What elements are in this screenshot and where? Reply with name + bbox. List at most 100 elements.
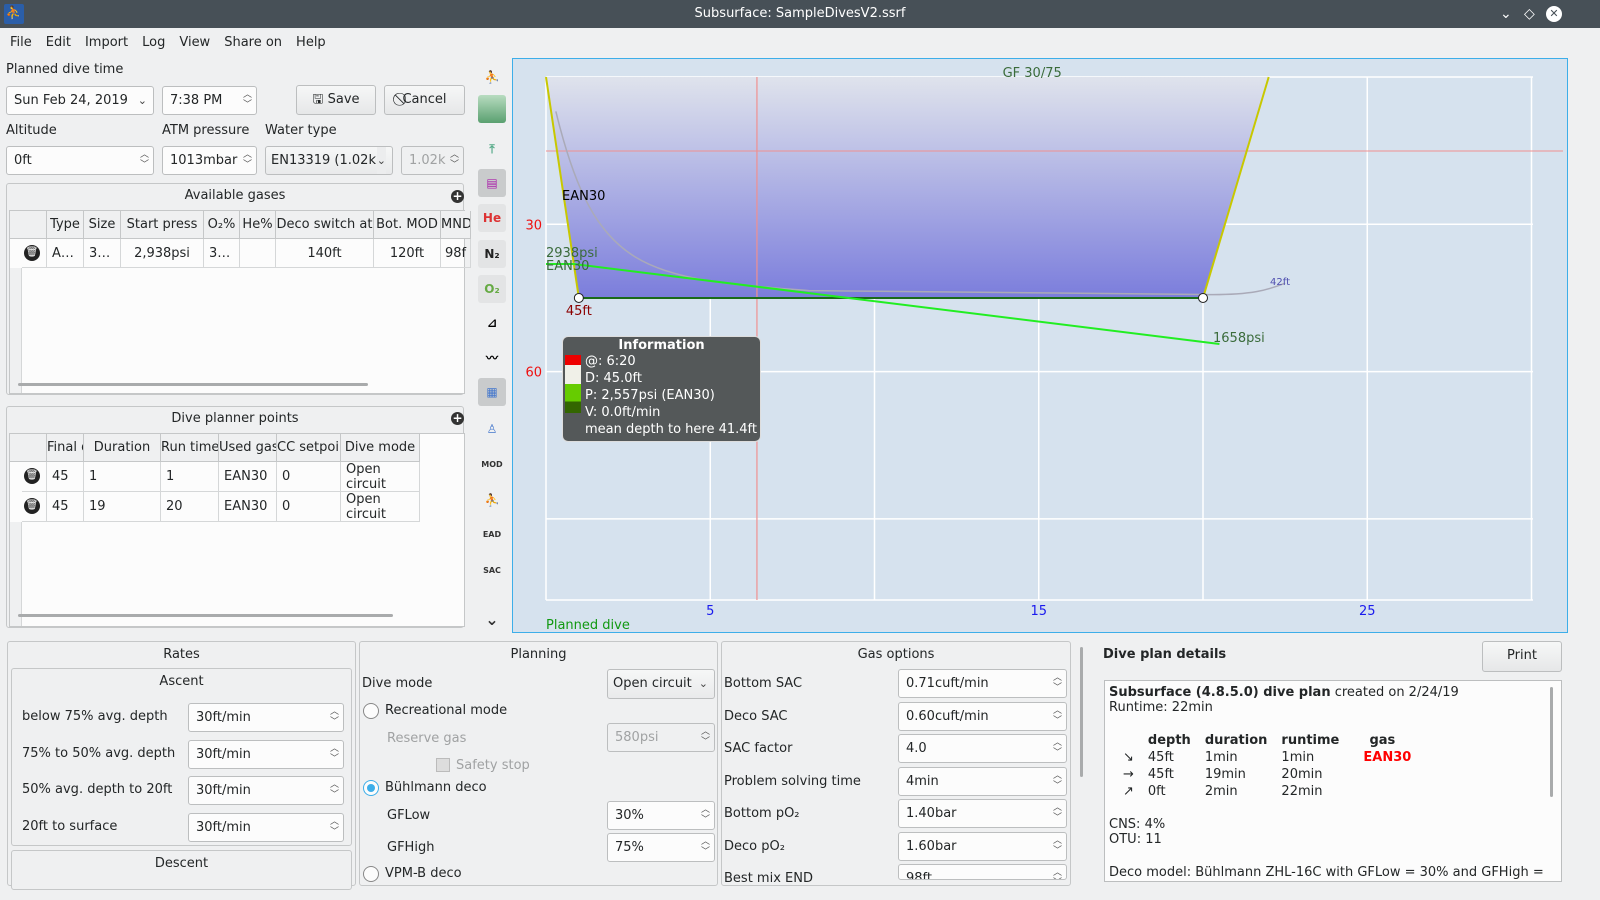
column-header[interactable]: MND: [441, 211, 471, 239]
column-header[interactable]: Type: [47, 211, 84, 239]
table-cell[interactable]: Open circuit: [341, 462, 420, 492]
spin-arrows-icon[interactable]: ︿﹀: [1052, 705, 1062, 726]
dive-profile-chart[interactable]: GF 30/75 5 15 25 30 60 EAN30 2938psi EAN30 45ft 16…: [512, 58, 1568, 633]
table-cell[interactable]: 45: [47, 492, 84, 522]
profile-diver-icon[interactable]: ⛹: [484, 70, 500, 84]
save-button[interactable]: 🖫 Save: [296, 85, 376, 115]
diver-icon[interactable]: ♙: [486, 422, 498, 436]
water-type-select[interactable]: EN13319 (1.02k ⌄: [265, 146, 393, 175]
menu-help[interactable]: Help: [296, 34, 326, 50]
remove-point-cell[interactable]: 🗑: [22, 462, 47, 492]
table-cell[interactable]: 3…: [84, 239, 121, 268]
remove-gas-cell[interactable]: 🗑: [22, 239, 47, 268]
column-header[interactable]: Start press: [121, 211, 204, 239]
column-header[interactable]: He%: [240, 211, 276, 239]
tissue-graph-icon[interactable]: ▤: [478, 169, 506, 197]
column-header[interactable]: O₂%: [204, 211, 240, 239]
close-icon[interactable]: ✕: [1546, 6, 1562, 22]
gases-horizontal-scrollbar[interactable]: [18, 383, 368, 386]
buhlmann-deco-radio[interactable]: [363, 780, 379, 796]
table-cell[interactable]: 1: [84, 462, 161, 492]
print-button[interactable]: Print: [1482, 641, 1562, 672]
table-cell[interactable]: 0: [277, 462, 341, 492]
details-scrollbar[interactable]: [1550, 687, 1553, 797]
rate-input[interactable]: 30ft/min ︿ ﹀: [188, 776, 344, 805]
date-picker[interactable]: Sun Feb 24, 2019 ⌄: [6, 86, 154, 115]
table-cell[interactable]: [240, 239, 276, 268]
table-cell[interactable]: 19: [84, 492, 161, 522]
spin-arrows-icon[interactable]: ︿﹀: [329, 780, 339, 800]
spin-arrows-icon[interactable]: ︿﹀: [242, 150, 252, 170]
table-cell[interactable]: 0: [277, 492, 341, 522]
column-header[interactable]: Duration: [84, 434, 161, 462]
ceiling-icon[interactable]: [478, 95, 506, 123]
column-header[interactable]: Size: [84, 211, 121, 239]
scale-icon[interactable]: ⊿: [486, 316, 498, 330]
table-cell[interactable]: 2,938psi: [121, 239, 204, 268]
menu-share-on[interactable]: Share on: [224, 34, 283, 50]
n2-icon[interactable]: N₂: [478, 240, 506, 268]
spin-arrows-icon[interactable]: ︿﹀: [700, 805, 710, 825]
column-header[interactable]: Run time: [161, 434, 219, 462]
rate-input[interactable]: 30ft/min ︿ ﹀: [188, 703, 344, 732]
mod-icon[interactable]: MOD: [481, 460, 503, 469]
table-cell[interactable]: EAN30: [219, 492, 277, 522]
column-header[interactable]: Final depth: [47, 434, 84, 462]
gas-option-input[interactable]: 1.40bar ︿ ﹀: [898, 799, 1067, 828]
table-cell[interactable]: 140ft: [276, 239, 374, 268]
rate-input[interactable]: 30ft/min ︿ ﹀: [188, 739, 344, 769]
table-cell[interactable]: 120ft: [374, 239, 441, 268]
spin-arrows-icon[interactable]: ︿﹀: [1052, 673, 1062, 693]
gfhigh-input[interactable]: 75% ︿ ﹀: [607, 833, 715, 862]
spin-arrows-icon[interactable]: ︿﹀: [1052, 803, 1062, 823]
column-header[interactable]: CC setpoint: [277, 434, 341, 462]
spin-arrows-icon[interactable]: ︿﹀: [242, 90, 252, 110]
column-header[interactable]: Deco switch at: [276, 211, 374, 239]
gas-option-input[interactable]: 0.71cuft/min ︿ ﹀: [898, 669, 1067, 698]
points-horizontal-scrollbar[interactable]: [18, 614, 393, 617]
spin-arrows-icon[interactable]: ︿﹀: [1052, 835, 1062, 856]
table-cell[interactable]: Open circuit: [341, 492, 420, 522]
column-header[interactable]: Dive mode: [341, 434, 420, 462]
column-header[interactable]: Used gas: [219, 434, 277, 462]
spin-arrows-icon[interactable]: ︿﹀: [1052, 738, 1062, 758]
o2-icon[interactable]: O₂: [478, 275, 506, 303]
ruler-icon[interactable]: 〰: [485, 351, 498, 365]
menu-file[interactable]: File: [10, 34, 32, 50]
splitter-handle[interactable]: [1080, 647, 1083, 777]
menu-edit[interactable]: Edit: [45, 34, 71, 50]
spin-arrows-icon[interactable]: ︿﹀: [329, 707, 339, 727]
npl-icon[interactable]: ⛹: [484, 493, 500, 507]
gas-option-input[interactable]: 4.0 ︿ ﹀: [898, 734, 1067, 763]
vpm-b-deco-radio[interactable]: [363, 866, 379, 882]
trash-icon[interactable]: 🗑: [24, 498, 40, 514]
table-cell[interactable]: 1: [161, 462, 219, 492]
table-cell[interactable]: 45: [47, 462, 84, 492]
gas-option-input[interactable]: 98ft ︿﹀: [898, 864, 1067, 880]
chevron-down-icon[interactable]: ⌄: [485, 610, 499, 629]
gflow-input[interactable]: 30% ︿ ﹀: [607, 801, 715, 830]
column-header[interactable]: Bot. MOD: [374, 211, 441, 239]
gas-option-input[interactable]: 0.60cuft/min ︿ ﹀: [898, 701, 1067, 731]
minimize-icon[interactable]: ⌄: [1500, 6, 1512, 22]
he-icon[interactable]: He: [478, 204, 506, 232]
dive-mode-select[interactable]: Open circuit ⌄: [607, 669, 715, 699]
spin-arrows-icon[interactable]: ︿﹀: [1052, 770, 1062, 791]
table-cell[interactable]: 20: [161, 492, 219, 522]
recreational-mode-radio[interactable]: [363, 703, 379, 719]
spin-arrows-icon[interactable]: ︿﹀: [139, 150, 149, 170]
add-gas-icon[interactable]: +: [451, 189, 464, 203]
trash-icon[interactable]: 🗑: [24, 468, 40, 484]
gas-option-input[interactable]: 1.60bar ︿ ﹀: [898, 831, 1067, 861]
trash-disabled-icon[interactable]: 🗑: [24, 245, 40, 261]
ead-icon[interactable]: EAD: [482, 530, 502, 539]
table-cell[interactable]: A…: [47, 239, 84, 268]
altitude-input[interactable]: 0ft ︿ ﹀: [6, 146, 154, 175]
menu-log[interactable]: Log: [142, 34, 166, 50]
atm-pressure-input[interactable]: 1013mbar ︿ ﹀: [162, 146, 257, 175]
time-input[interactable]: 7:38 PM ︿ ﹀: [162, 86, 257, 115]
sac-icon[interactable]: SAC: [483, 566, 501, 575]
spin-arrows-icon[interactable]: ︿﹀: [700, 837, 710, 857]
table-cell[interactable]: EAN30: [219, 462, 277, 492]
menu-view[interactable]: View: [179, 34, 211, 50]
